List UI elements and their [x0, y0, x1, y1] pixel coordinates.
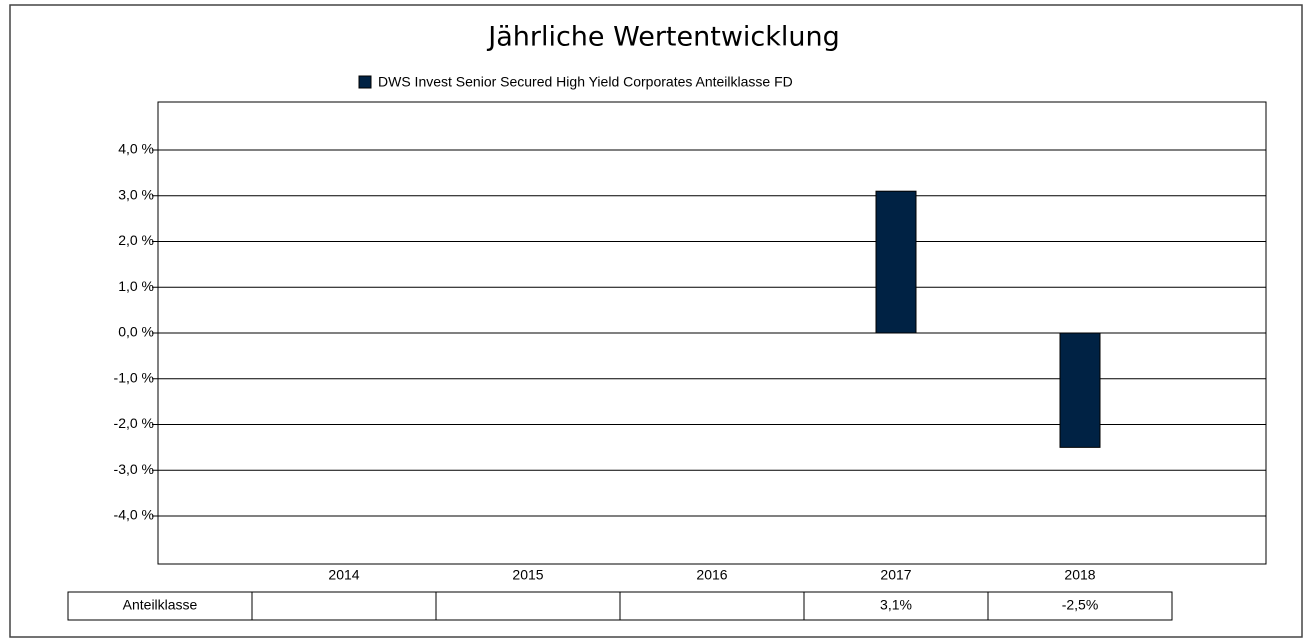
legend-swatch [358, 75, 372, 89]
legend-label: DWS Invest Senior Secured High Yield Cor… [378, 74, 793, 90]
x-tick-label: 2014 [328, 567, 359, 583]
y-tick-label: 4,0 % [118, 141, 154, 157]
x-tick-label: 2018 [1064, 567, 1095, 583]
y-tick-label: 1,0 % [118, 278, 154, 294]
y-tick-label: -4,0 % [114, 507, 154, 523]
y-tick-label: -1,0 % [114, 369, 154, 385]
y-tick-label: 3,0 % [118, 186, 154, 202]
x-tick-label: 2016 [696, 567, 727, 583]
y-tick-label: 2,0 % [118, 232, 154, 248]
x-tick-label: 2015 [512, 567, 543, 583]
table-cell [987, 591, 1173, 621]
frame [9, 4, 1303, 638]
value-label: -2,5% [1062, 597, 1099, 613]
y-tick-label: -3,0 % [114, 461, 154, 477]
x-tick-label: 2017 [880, 567, 911, 583]
y-tick-label: -2,0 % [114, 415, 154, 431]
value-label: 3,1% [880, 597, 912, 613]
table-row-label: Anteilklasse [123, 597, 198, 613]
chart-title: Jährliche Wertentwicklung [486, 22, 840, 53]
bar [875, 190, 917, 334]
bar [1059, 332, 1101, 448]
y-tick-label: 0,0 % [118, 324, 154, 340]
